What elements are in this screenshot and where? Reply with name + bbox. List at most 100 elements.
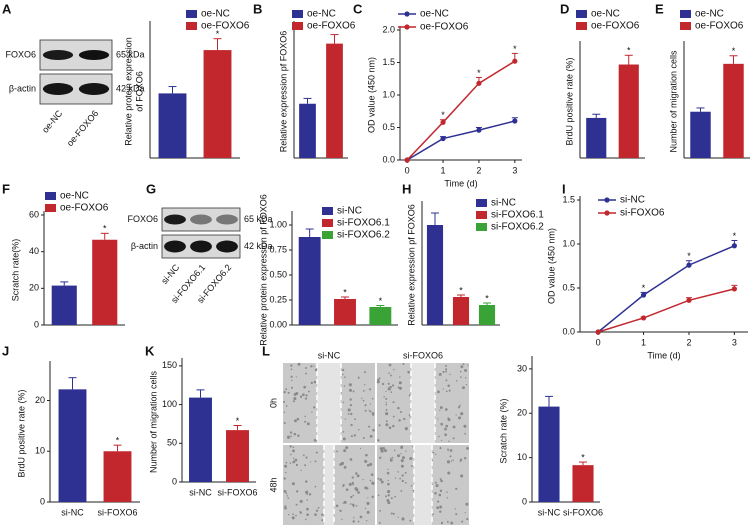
cell <box>398 381 402 385</box>
cell <box>446 497 448 499</box>
cell <box>445 370 447 373</box>
cell <box>372 414 374 417</box>
x-tick-label: si-NC <box>61 507 84 517</box>
x-tick-label: 2 <box>686 337 691 347</box>
lane-label: si-NC <box>159 262 181 286</box>
cell <box>398 386 402 390</box>
legend-label: si-NC <box>620 195 645 206</box>
bar <box>572 465 594 502</box>
cell <box>342 368 345 372</box>
cell <box>458 416 462 420</box>
y-tick-label: 100 <box>162 399 177 409</box>
legend-label: si-FOXO6.1 <box>337 218 390 229</box>
cell <box>401 479 404 483</box>
cell <box>452 459 454 461</box>
cell <box>304 420 306 423</box>
legend-swatch <box>576 22 587 30</box>
cell <box>465 502 469 506</box>
cell <box>361 397 363 400</box>
cell <box>392 415 395 418</box>
cell <box>367 497 369 499</box>
y-tick-label: 20 <box>517 408 527 418</box>
cell <box>446 491 448 494</box>
cell <box>343 500 347 504</box>
cell <box>352 520 355 523</box>
cell <box>305 394 308 397</box>
legend-swatch <box>186 10 197 18</box>
lane-label: oe-FOXO6 <box>65 108 101 148</box>
y-tick-label: 0 <box>40 496 45 506</box>
cell <box>378 377 381 380</box>
y-tick-label: 0.50 <box>269 269 287 279</box>
y-tick-label: 20 <box>29 283 39 293</box>
significance-label: * <box>459 285 463 295</box>
cell <box>295 514 297 517</box>
x-tick-label: si-NC <box>538 507 561 517</box>
y-tick-label: 0.75 <box>269 244 287 254</box>
cell <box>310 381 313 385</box>
cell <box>391 384 395 387</box>
cell <box>311 411 313 413</box>
cell <box>364 384 366 386</box>
cell <box>390 374 392 377</box>
cell <box>449 455 452 458</box>
cell <box>295 463 299 467</box>
bar <box>618 64 639 158</box>
cell <box>287 391 290 394</box>
cell <box>352 390 355 393</box>
protein-label: FOXO6 <box>5 49 36 59</box>
cell <box>296 490 299 493</box>
cell <box>372 428 375 432</box>
cell <box>304 464 307 467</box>
cell <box>348 482 352 486</box>
bar <box>478 305 496 325</box>
cell <box>390 512 393 515</box>
cell <box>349 458 353 461</box>
blot-band <box>190 240 212 253</box>
cell <box>369 403 371 405</box>
cell <box>292 513 294 515</box>
significance-label: * <box>103 224 107 234</box>
legend-swatch <box>680 10 691 18</box>
cell <box>445 424 449 428</box>
cell <box>313 438 317 442</box>
scratch-gap <box>324 445 334 525</box>
legend-label: oe-FOXO6 <box>695 21 744 32</box>
cell <box>321 519 324 522</box>
cell <box>357 520 360 523</box>
cell <box>347 412 350 415</box>
bar <box>189 397 212 482</box>
bar <box>426 225 444 325</box>
cell <box>366 501 370 506</box>
cell <box>434 481 437 484</box>
blot-band <box>216 240 238 253</box>
cell <box>309 461 312 463</box>
y-tick-label: 1.0 <box>382 89 395 99</box>
cell <box>348 383 352 387</box>
cell <box>444 433 447 437</box>
cell <box>445 368 448 371</box>
cell <box>370 473 374 476</box>
panel-label: A <box>2 1 12 16</box>
cell <box>321 513 324 516</box>
bar <box>452 297 470 325</box>
x-tick-label: 2 <box>476 165 481 175</box>
blot-band <box>42 83 74 95</box>
cell <box>304 397 308 400</box>
cell <box>449 449 453 452</box>
cell <box>387 482 390 486</box>
cell <box>363 390 365 392</box>
blot-band <box>42 50 74 60</box>
cell <box>401 474 404 477</box>
cell <box>342 430 345 433</box>
cell <box>393 368 395 371</box>
cell <box>391 456 394 459</box>
cell <box>371 495 374 499</box>
cell <box>300 469 302 472</box>
legend-label: oe-NC <box>201 9 230 20</box>
cell <box>368 388 372 391</box>
point <box>440 119 446 125</box>
lane-label: oe-NC <box>40 108 65 135</box>
cell <box>382 446 385 450</box>
cell <box>289 462 292 465</box>
